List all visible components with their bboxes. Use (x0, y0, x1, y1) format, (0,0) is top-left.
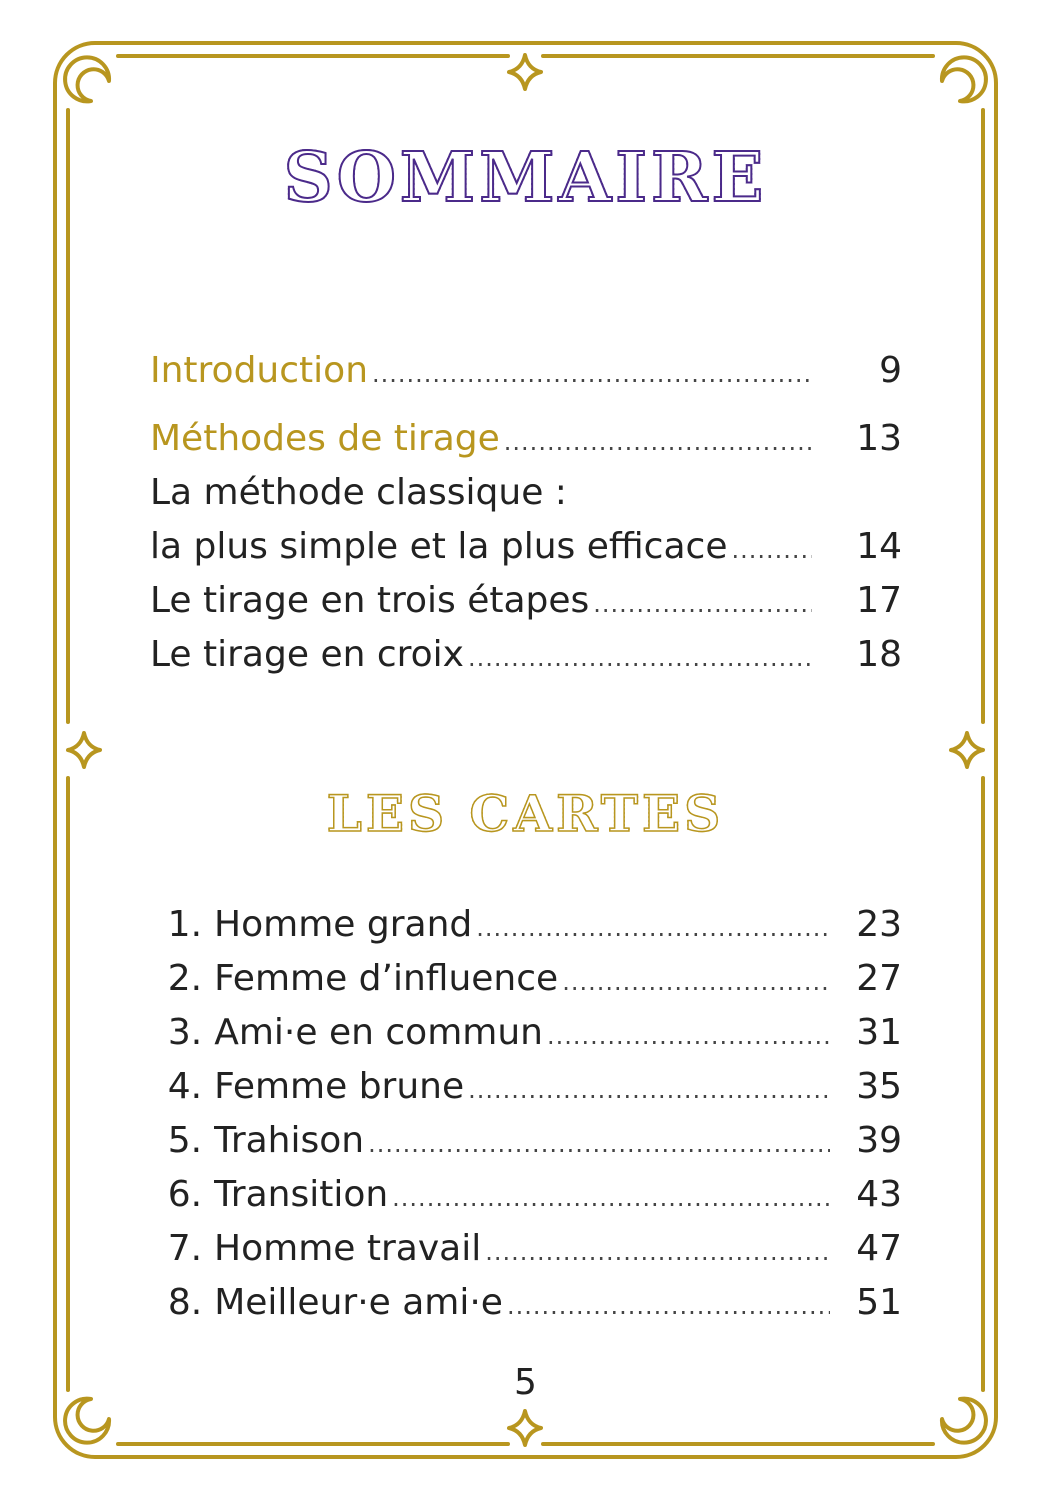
entry-number: 8. (167, 1282, 203, 1323)
entry-page: 13 (856, 418, 902, 459)
dot-leader: ........................................… (392, 1184, 830, 1212)
card-entry[interactable]: 5. Trahison..............................… (150, 1120, 902, 1170)
dot-leader: ........................................… (372, 360, 813, 388)
entry-label: Meilleur·e ami·e (214, 1282, 503, 1323)
toc-entry[interactable]: La méthode classique : (150, 472, 902, 522)
entry-page: 17 (856, 580, 902, 621)
entry-number: 6. (167, 1174, 203, 1215)
entry-number: 2. (167, 958, 203, 999)
card-entry[interactable]: 1. Homme grand...........................… (150, 904, 902, 954)
entry-number: 7. (167, 1228, 203, 1269)
entry-page: 18 (856, 634, 902, 675)
entry-page: 27 (856, 958, 902, 999)
entry-label: La méthode classique : (150, 472, 567, 513)
toc-entry[interactable]: la plus simple et la plus efficace......… (150, 526, 902, 576)
moon-icon (63, 1396, 112, 1445)
moon-icon (63, 55, 112, 104)
entry-page: 23 (856, 904, 902, 945)
entry-number: 5. (167, 1120, 203, 1161)
entry-page: 47 (856, 1228, 902, 1269)
entry-label: la plus simple et la plus efficace (150, 526, 728, 567)
entry-label: Le tirage en trois étapes (150, 580, 590, 621)
entry-label: Le tirage en croix (150, 634, 464, 675)
dot-leader: ........................................… (468, 1076, 831, 1104)
entry-page: 43 (856, 1174, 902, 1215)
card-entry[interactable]: 2. Femme d’influence.....................… (150, 958, 902, 1008)
entry-label: Trahison (214, 1120, 365, 1161)
entry-number: 4. (167, 1066, 203, 1107)
dot-leader: ........................................… (368, 1130, 830, 1158)
dot-leader: ........................................… (731, 536, 812, 564)
card-entry[interactable]: 3. Ami·e en commun.......................… (150, 1012, 902, 1062)
page-number: 5 (514, 1362, 537, 1403)
entry-label: Femme brune (214, 1066, 465, 1107)
entry-page: 14 (856, 526, 902, 567)
card-entry[interactable]: 7. Homme travail.........................… (150, 1228, 902, 1278)
dot-leader: ........................................… (562, 968, 830, 996)
entry-label: Ami·e en commun (214, 1012, 543, 1053)
toc-entry[interactable]: Le tirage en croix......................… (150, 634, 902, 684)
four-point-star-icon (949, 731, 985, 769)
entry-label: Transition (214, 1174, 389, 1215)
dot-leader: ........................................… (593, 590, 812, 618)
entry-page: 31 (856, 1012, 902, 1053)
page-title: SOMMAIRE (0, 137, 1051, 219)
dot-leader: ........................................… (546, 1022, 830, 1050)
entry-page: 35 (856, 1066, 902, 1107)
entry-label: Homme grand (214, 904, 473, 945)
section-title: LES CARTES (0, 783, 1051, 844)
four-point-star-icon (507, 1409, 543, 1447)
entry-number: 3. (167, 1012, 203, 1053)
entry-label: Introduction (150, 350, 369, 391)
dot-leader: ........................................… (476, 914, 831, 942)
toc-entry[interactable]: Introduction............................… (150, 350, 902, 400)
dot-leader: ........................................… (503, 428, 812, 456)
entry-page: 51 (856, 1282, 902, 1323)
four-point-star-icon (66, 731, 102, 769)
entry-label: Femme d’influence (214, 958, 559, 999)
moon-icon (939, 55, 988, 104)
card-entry[interactable]: 6. Transition............................… (150, 1174, 902, 1224)
toc-entry[interactable]: Le tirage en trois étapes...............… (150, 580, 902, 630)
moon-icon (939, 1396, 988, 1445)
four-point-star-icon (507, 53, 543, 91)
entry-label: Homme travail (214, 1228, 482, 1269)
toc-entry[interactable]: Méthodes de tirage......................… (150, 418, 902, 468)
dot-leader: ........................................… (485, 1238, 831, 1266)
card-entry[interactable]: 4. Femme brune...........................… (150, 1066, 902, 1116)
entry-number: 1. (167, 904, 203, 945)
dot-leader: ........................................… (467, 644, 812, 672)
card-entry[interactable]: 8. Meilleur·e ami·e......................… (150, 1282, 902, 1332)
entry-page: 9 (879, 350, 902, 391)
entry-page: 39 (856, 1120, 902, 1161)
entry-label: Méthodes de tirage (150, 418, 500, 459)
dot-leader: ........................................… (506, 1292, 830, 1320)
